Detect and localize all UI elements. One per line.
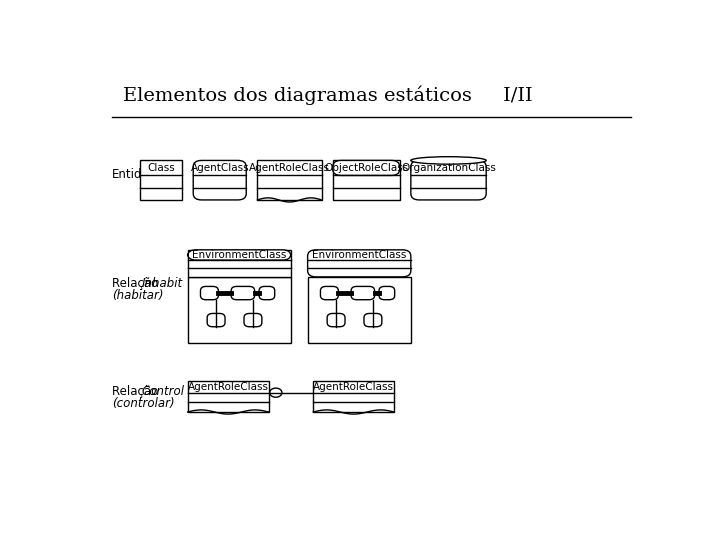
Bar: [313, 381, 394, 412]
FancyBboxPatch shape: [259, 286, 275, 300]
FancyBboxPatch shape: [327, 313, 345, 327]
FancyBboxPatch shape: [351, 286, 374, 300]
Text: Entidades: Entidades: [112, 168, 171, 181]
FancyBboxPatch shape: [320, 286, 338, 300]
FancyBboxPatch shape: [364, 313, 382, 327]
Bar: [333, 160, 400, 200]
FancyBboxPatch shape: [193, 160, 246, 200]
Text: (controlar): (controlar): [112, 397, 175, 410]
Text: Relação: Relação: [112, 276, 162, 289]
Text: ObjectRoleClass: ObjectRoleClass: [324, 163, 408, 173]
Bar: [307, 277, 411, 343]
FancyBboxPatch shape: [207, 313, 225, 327]
FancyBboxPatch shape: [411, 160, 486, 200]
Text: Control: Control: [142, 384, 185, 397]
Text: AgentRoleClass: AgentRoleClass: [313, 382, 394, 392]
FancyBboxPatch shape: [244, 313, 262, 327]
Text: AgentRoleClass: AgentRoleClass: [249, 163, 330, 173]
FancyBboxPatch shape: [188, 250, 291, 260]
Bar: [140, 160, 182, 200]
Ellipse shape: [411, 157, 486, 164]
Text: EnvironmentClass: EnvironmentClass: [192, 250, 287, 260]
Text: AgentRoleClass: AgentRoleClass: [188, 382, 269, 392]
Text: (habitar): (habitar): [112, 289, 164, 302]
FancyBboxPatch shape: [379, 286, 395, 300]
FancyBboxPatch shape: [200, 286, 218, 300]
Bar: [258, 160, 322, 200]
Text: Class: Class: [148, 163, 175, 173]
Text: EnvironmentClass: EnvironmentClass: [312, 250, 406, 260]
Bar: [188, 381, 269, 412]
FancyBboxPatch shape: [307, 250, 411, 277]
Text: AgentClass: AgentClass: [190, 163, 249, 173]
Bar: [188, 277, 291, 343]
FancyBboxPatch shape: [333, 160, 400, 176]
FancyBboxPatch shape: [231, 286, 255, 300]
Text: Relação: Relação: [112, 384, 162, 397]
Text: Inhabit: Inhabit: [142, 276, 183, 289]
Text: OrganizationClass: OrganizationClass: [401, 163, 496, 173]
Bar: [188, 250, 291, 277]
Text: Elementos dos diagramas estáticos     I/II: Elementos dos diagramas estáticos I/II: [124, 85, 533, 105]
